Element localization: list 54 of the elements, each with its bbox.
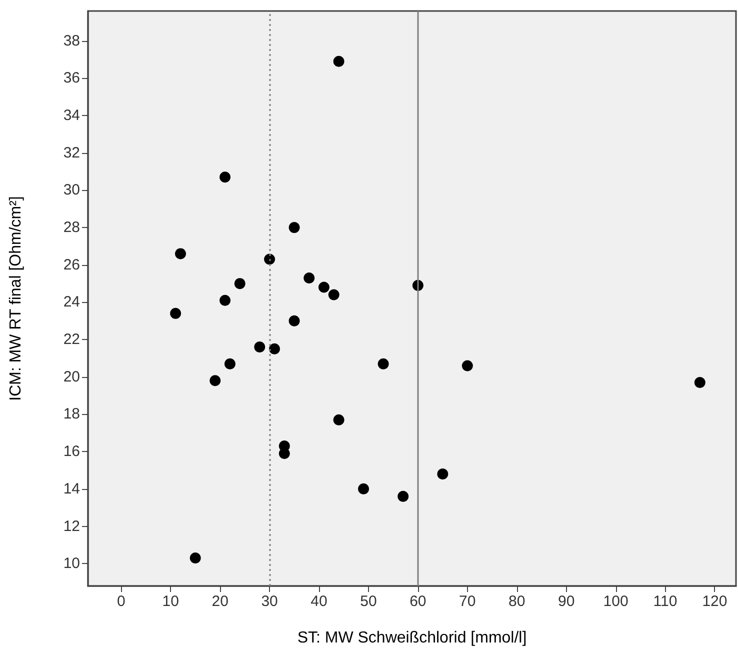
point	[378, 358, 389, 370]
point	[694, 377, 706, 388]
x-tick-label: 20	[212, 593, 228, 610]
point	[220, 172, 231, 183]
y-tick-label: 38	[63, 32, 80, 50]
x-axis-title: ST: MW Schweißchlorid [mmol/l]	[297, 630, 527, 646]
point	[358, 483, 370, 494]
y-tick-label: 14	[63, 480, 80, 498]
point	[398, 490, 409, 502]
y-tick-label: 22	[63, 331, 80, 348]
x-tick-label: 30	[261, 593, 278, 610]
x-tick-label: 60	[410, 593, 426, 610]
point	[220, 294, 231, 306]
x-tick-label: 0	[116, 593, 126, 610]
x-tick-label: 100	[603, 593, 628, 610]
y-tick-label: 24	[63, 294, 80, 311]
x-tick-label: 40	[310, 593, 328, 610]
point	[264, 254, 276, 265]
point	[288, 315, 300, 326]
point	[304, 272, 315, 284]
point	[234, 278, 246, 290]
y-tick-label: 28	[63, 219, 80, 236]
y-tick-label: 34	[63, 107, 80, 124]
y-tick-label: 32	[63, 144, 80, 162]
x-tick-label: 50	[360, 593, 377, 610]
x-tick-label: 10	[162, 593, 179, 610]
y-tick-label: 26	[63, 256, 80, 274]
point	[288, 222, 300, 234]
y-tick-label: 10	[63, 555, 80, 572]
point	[170, 308, 182, 319]
point	[328, 289, 340, 300]
point	[254, 342, 266, 353]
point	[462, 360, 473, 372]
x-tick-label: 90	[558, 593, 575, 610]
point	[333, 414, 344, 426]
point	[175, 248, 186, 260]
point	[333, 56, 344, 67]
point	[318, 282, 330, 293]
y-tick-label: 12	[63, 518, 80, 535]
x-tick-label: 70	[459, 593, 476, 610]
y-tick-label: 30	[63, 182, 80, 199]
point	[268, 343, 280, 354]
y-tick-label: 16	[63, 443, 80, 460]
point	[224, 358, 236, 370]
y-tick-label: 36	[63, 70, 80, 87]
y-tick-label: 18	[63, 406, 80, 423]
y-tick-label: 20	[63, 368, 80, 386]
point	[437, 468, 448, 480]
x-tick-label: 80	[508, 593, 526, 610]
point	[210, 375, 221, 386]
y-axis-title: ICM: MW RT final [Ohm/cm²]	[8, 196, 24, 401]
point	[190, 552, 201, 564]
x-tick-label: 120	[702, 593, 728, 610]
x-tick-label: 110	[653, 593, 678, 610]
